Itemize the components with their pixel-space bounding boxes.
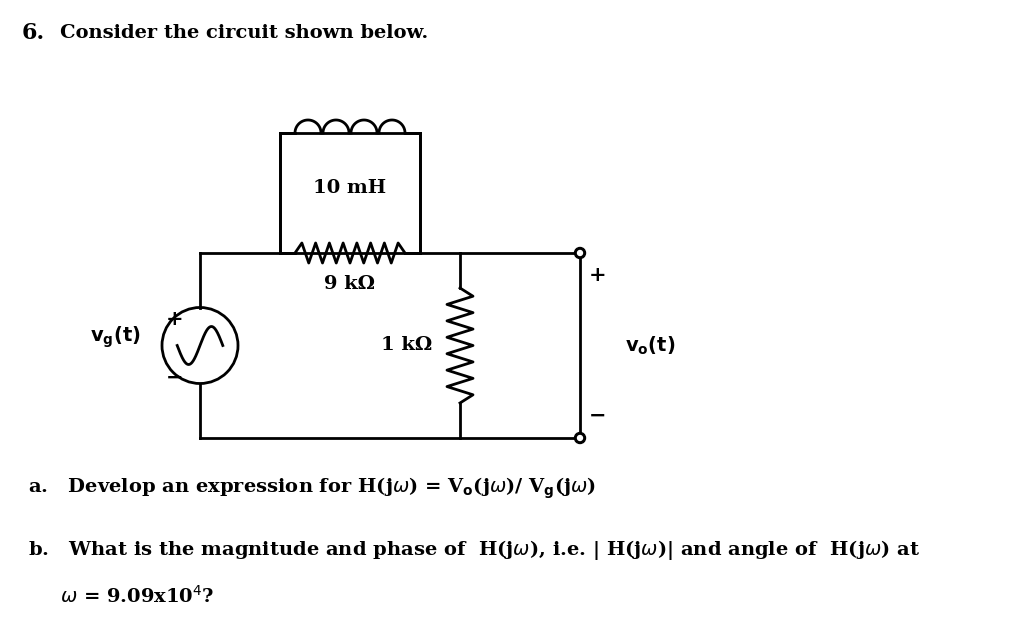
Text: 1 kΩ: 1 kΩ — [381, 336, 432, 355]
Text: −: − — [166, 367, 183, 388]
Text: −: − — [589, 406, 607, 426]
Text: a.   Develop an expression for H(j$\omega$) = V$_\mathbf{o}$(j$\omega$)/ V$_\mat: a. Develop an expression for H(j$\omega$… — [28, 475, 596, 501]
Text: b.   What is the magnitude and phase of  H(j$\omega$), i.e. | H(j$\omega$)| and : b. What is the magnitude and phase of H(… — [28, 538, 920, 562]
Text: $\mathbf{v_o(t)}$: $\mathbf{v_o(t)}$ — [625, 334, 675, 357]
Text: +: + — [589, 265, 607, 285]
Text: $\omega$ = 9.09x10$^4$?: $\omega$ = 9.09x10$^4$? — [60, 585, 214, 607]
Text: Consider the circuit shown below.: Consider the circuit shown below. — [60, 24, 428, 42]
Text: 6.: 6. — [22, 22, 45, 44]
Circle shape — [574, 433, 586, 443]
Circle shape — [578, 251, 583, 255]
Text: $\mathbf{v_g(t)}$: $\mathbf{v_g(t)}$ — [90, 325, 140, 350]
Circle shape — [574, 248, 586, 258]
Text: +: + — [166, 309, 184, 329]
Circle shape — [578, 436, 583, 440]
Text: 10 mH: 10 mH — [313, 179, 387, 197]
Text: 9 kΩ: 9 kΩ — [325, 275, 376, 293]
